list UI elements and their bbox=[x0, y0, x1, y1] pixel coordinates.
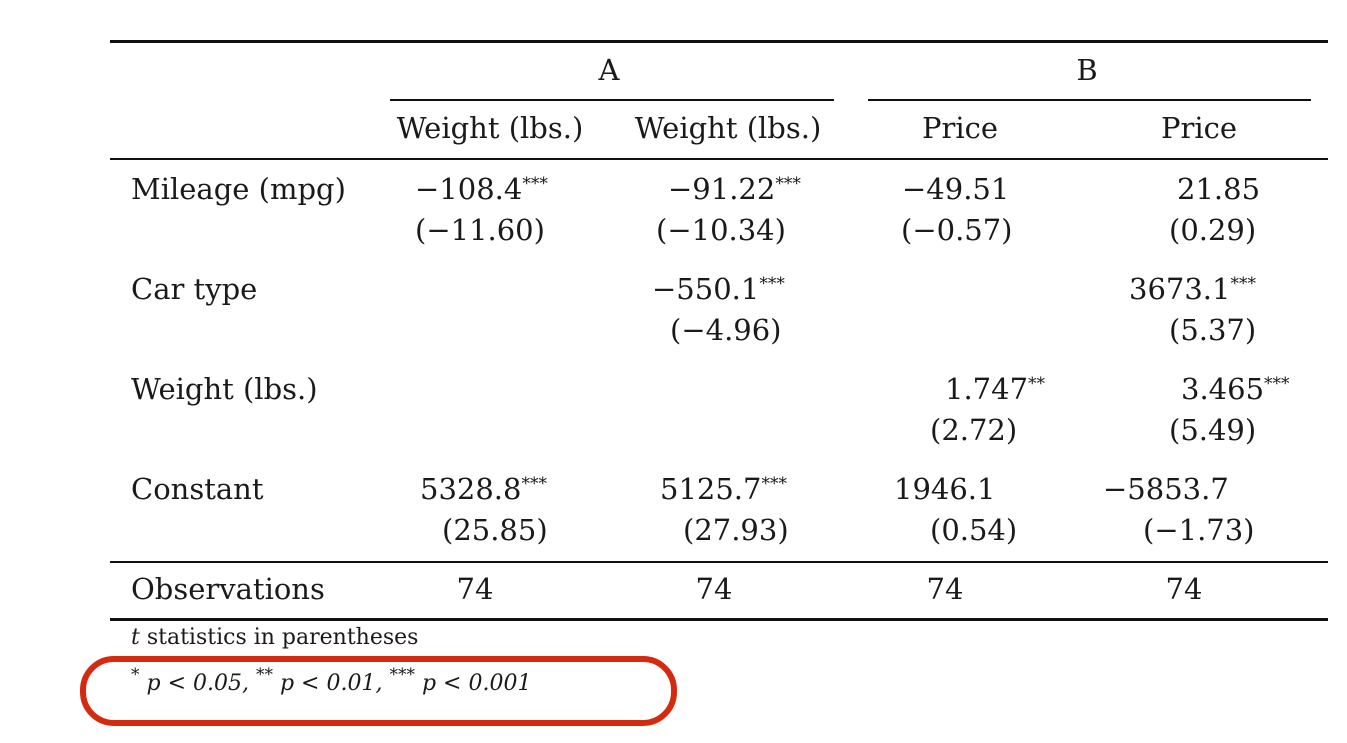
row-label-constant: Constant bbox=[131, 472, 264, 506]
table-top-rule bbox=[110, 40, 1328, 43]
cell-stat: (0.54) bbox=[930, 513, 1018, 547]
note-t-text: statistics in parentheses bbox=[139, 625, 419, 650]
row-label-mileage: Mileage (mpg) bbox=[131, 172, 346, 206]
highlight-ellipse bbox=[80, 656, 677, 726]
group-a-underline bbox=[390, 99, 834, 101]
cell-coef: −91.22*** bbox=[668, 172, 801, 206]
cell-stat: (−0.57) bbox=[901, 213, 1013, 247]
cell-coef: 5328.8*** bbox=[420, 472, 547, 506]
cell-stat: (5.49) bbox=[1169, 413, 1257, 447]
cell-coef: 5125.7*** bbox=[660, 472, 787, 506]
cell-coef: −108.4*** bbox=[415, 172, 548, 206]
group-b-underline bbox=[868, 99, 1311, 101]
row-label-car-type: Car type bbox=[131, 272, 258, 306]
column-header-3: Price bbox=[921, 111, 999, 145]
column-header-4: Price bbox=[1160, 111, 1238, 145]
observations-value: 74 bbox=[926, 572, 964, 606]
cell-coef: 3673.1*** bbox=[1129, 272, 1256, 306]
cell-stat: (−1.73) bbox=[1143, 513, 1255, 547]
header-rule bbox=[110, 158, 1328, 160]
observations-value: 74 bbox=[456, 572, 494, 606]
cell-coef: −5853.7 bbox=[1103, 472, 1229, 506]
cell-coef: 1.747** bbox=[945, 372, 1046, 406]
cell-coef: −550.1*** bbox=[652, 272, 785, 306]
cell-stat: (−4.96) bbox=[670, 313, 782, 347]
cell-coef: −49.51 bbox=[902, 172, 1010, 206]
observations-value: 74 bbox=[695, 572, 733, 606]
cell-coef: 3.465*** bbox=[1181, 372, 1290, 406]
row-label-observations: Observations bbox=[131, 572, 325, 606]
cell-stat: (27.93) bbox=[683, 513, 789, 547]
cell-stat: (25.85) bbox=[442, 513, 548, 547]
group-a-header: A bbox=[598, 53, 620, 87]
cell-coef: 21.85 bbox=[1177, 172, 1261, 206]
cell-stat: (0.29) bbox=[1169, 213, 1257, 247]
note-t-statistics: t statistics in parentheses bbox=[131, 624, 418, 652]
group-b-header: B bbox=[1076, 53, 1098, 87]
column-header-1: Weight (lbs.) bbox=[396, 111, 584, 145]
observations-value: 74 bbox=[1165, 572, 1203, 606]
note-significance: * p < 0.05, ** p < 0.01, *** p < 0.001 bbox=[131, 665, 532, 697]
note-t-symbol: t bbox=[131, 625, 140, 650]
cell-stat: (−11.60) bbox=[415, 213, 545, 247]
cell-stat: (2.72) bbox=[930, 413, 1018, 447]
row-label-weight: Weight (lbs.) bbox=[131, 372, 318, 406]
cell-coef: 1946.1 bbox=[894, 472, 996, 506]
column-header-2: Weight (lbs.) bbox=[634, 111, 822, 145]
observations-rule bbox=[110, 561, 1328, 563]
cell-stat: (5.37) bbox=[1169, 313, 1257, 347]
table-bottom-rule bbox=[110, 618, 1328, 621]
cell-stat: (−10.34) bbox=[656, 213, 786, 247]
